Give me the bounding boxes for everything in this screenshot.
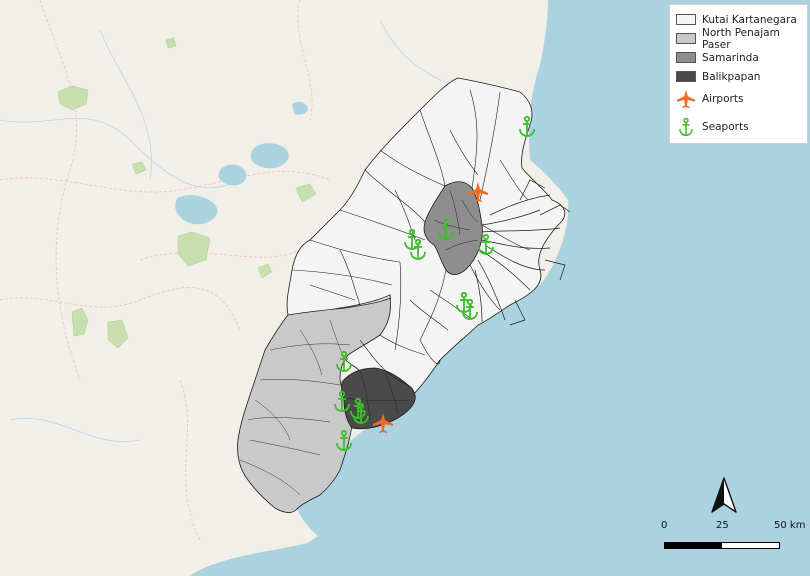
legend-swatch <box>676 71 696 82</box>
legend-swatch <box>676 14 696 25</box>
airport-marker-samarinda[interactable] <box>468 182 488 202</box>
scale-bar: 0 25 50 km <box>658 520 808 556</box>
penajam-subdivisions <box>239 319 351 496</box>
parks <box>57 37 317 349</box>
district-boundaries <box>291 89 531 386</box>
scale-tick-50: 50 km <box>774 520 806 531</box>
legend-item-kutai: Kutai Kartanegara <box>676 11 801 28</box>
southern-bay <box>190 540 320 576</box>
airplane-icon <box>373 413 393 433</box>
airplane-icon <box>468 182 488 202</box>
legend-item-balikpapan: Balikpapan <box>676 68 801 85</box>
scale-tick-0: 0 <box>661 520 668 531</box>
legend-label: Samarinda <box>702 51 759 64</box>
legend-label: Seaports <box>702 121 749 133</box>
legend-swatch <box>676 52 696 63</box>
legend-label: Balikpapan <box>702 70 761 83</box>
region-north-penajam-paser[interactable] <box>237 297 391 514</box>
scale-tick-25: 25 <box>716 520 729 531</box>
legend-item-samarinda: Samarinda <box>676 49 801 66</box>
scale-segment <box>665 543 722 548</box>
base-rivers <box>0 19 461 442</box>
lakes <box>175 101 308 225</box>
airport-marker-balikpapan[interactable] <box>373 413 393 433</box>
base-roads <box>0 0 331 541</box>
region-balikpapan[interactable] <box>341 367 416 430</box>
samarinda-subdivisions <box>433 189 479 251</box>
airplane-icon <box>676 89 696 109</box>
north-arrow-icon <box>711 477 737 513</box>
legend-item-penajam: North Penajam Paser <box>676 27 801 51</box>
legend-swatch <box>676 33 696 44</box>
legend-label: Airports <box>702 93 744 105</box>
balikpapan-subdivisions <box>344 369 411 421</box>
legend-item-airports: Airports <box>676 87 801 111</box>
legend-item-seaports: Seaports <box>676 115 801 139</box>
scale-track <box>664 542 780 549</box>
legend-label: North Penajam Paser <box>702 26 780 51</box>
anchor-icon <box>679 117 693 137</box>
map-legend: Kutai Kartanegara North Penajam Paser Sa… <box>669 4 808 144</box>
sea <box>270 0 810 576</box>
legend-label: Kutai Kartanegara <box>702 13 797 26</box>
